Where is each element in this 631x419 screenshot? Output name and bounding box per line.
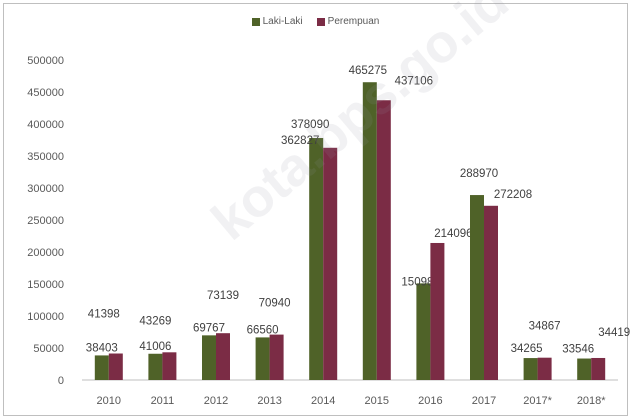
data-label-laki-laki: 41006 <box>139 341 171 353</box>
y-tick-label: 300000 <box>27 183 64 195</box>
bar-laki-laki <box>255 337 270 380</box>
bar-perempuan <box>376 100 391 380</box>
y-tick-label: 0 <box>58 375 64 387</box>
bar-laki-laki <box>94 355 109 380</box>
bar-laki-laki <box>470 195 484 380</box>
legend-label-laki-laki: Laki-Laki <box>262 16 303 27</box>
data-label-laki-laki: 378090 <box>291 119 329 131</box>
x-tick-label: 2013 <box>257 395 281 407</box>
data-label-perempuan: 41398 <box>88 309 120 321</box>
legend-swatch-perempuan <box>316 17 325 26</box>
bar-perempuan <box>269 334 284 380</box>
x-tick-label: 2017* <box>523 395 552 407</box>
y-tick-label: 500000 <box>27 55 64 67</box>
bar-laki-laki <box>362 82 377 380</box>
y-tick-label: 100000 <box>27 311 64 323</box>
data-label-laki-laki: 66560 <box>247 324 279 336</box>
y-tick-label: 250000 <box>27 215 64 227</box>
bar-perempuan <box>108 353 123 380</box>
bar-laki-laki <box>416 283 431 380</box>
bar-perempuan <box>591 357 606 380</box>
data-label-perempuan: 214096 <box>434 228 472 240</box>
data-label-perempuan: 34867 <box>529 321 561 333</box>
x-tick-label: 2011 <box>151 395 175 407</box>
legend-item-laki-laki: Laki-Laki <box>251 16 303 27</box>
data-label-laki-laki: 15098 <box>401 276 433 288</box>
bar-laki-laki <box>523 358 538 380</box>
bar-laki-laki <box>202 335 216 380</box>
data-label-laki-laki: 465275 <box>349 65 387 77</box>
bar-perempuan <box>162 352 177 380</box>
x-tick-label: 2015 <box>365 395 389 407</box>
bar-perempuan <box>323 147 338 380</box>
bar-perempuan <box>484 205 498 380</box>
bar-perempuan <box>537 357 552 380</box>
x-tick-label: 2016 <box>418 395 442 407</box>
data-label-laki-laki: 288970 <box>460 168 498 180</box>
y-tick-label: 450000 <box>27 87 64 99</box>
y-tick-label: 350000 <box>27 151 64 163</box>
legend: Laki-Laki Perempuan <box>0 16 631 27</box>
data-label-laki-laki: 38403 <box>86 342 118 354</box>
data-label-perempuan: 73139 <box>207 290 239 302</box>
x-tick-label: 2010 <box>97 395 121 407</box>
bar-laki-laki <box>148 353 163 380</box>
y-tick-label: 200000 <box>27 247 64 259</box>
data-label-laki-laki: 69767 <box>193 322 225 334</box>
data-label-perempuan: 70940 <box>259 298 291 310</box>
legend-label-perempuan: Perempuan <box>327 16 380 27</box>
legend-swatch-laki-laki <box>251 17 260 26</box>
y-tick-label: 50000 <box>33 343 64 355</box>
data-label-laki-laki: 33546 <box>562 344 594 356</box>
x-tick-label: 2017 <box>472 395 496 407</box>
y-tick-label: 150000 <box>27 279 64 291</box>
x-tick-label: 2018* <box>577 395 606 407</box>
bar-perempuan <box>430 242 445 380</box>
bar-laki-laki <box>309 138 324 380</box>
data-label-perempuan: 272208 <box>494 189 532 201</box>
y-tick-label: 400000 <box>27 119 64 131</box>
data-label-perempuan: 43269 <box>139 315 171 327</box>
legend-item-perempuan: Perempuan <box>316 16 380 27</box>
bar-laki-laki <box>577 358 592 380</box>
data-label-perempuan: 437106 <box>395 75 433 87</box>
data-label-laki-laki: 34265 <box>511 343 543 355</box>
x-tick-label: 2012 <box>204 395 228 407</box>
data-label-perempuan: 362827 <box>281 135 319 147</box>
bar-perempuan <box>216 333 230 380</box>
x-tick-label: 2014 <box>311 395 335 407</box>
data-label-perempuan: 34419 <box>598 327 630 339</box>
